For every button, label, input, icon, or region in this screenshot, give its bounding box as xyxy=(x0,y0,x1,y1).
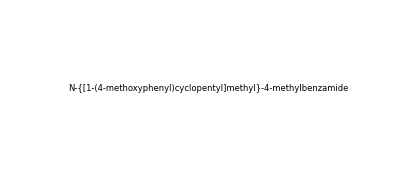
Text: N-{[1-(4-methoxyphenyl)cyclopentyl]methyl}-4-methylbenzamide: N-{[1-(4-methoxyphenyl)cyclopentyl]methy… xyxy=(68,84,348,93)
